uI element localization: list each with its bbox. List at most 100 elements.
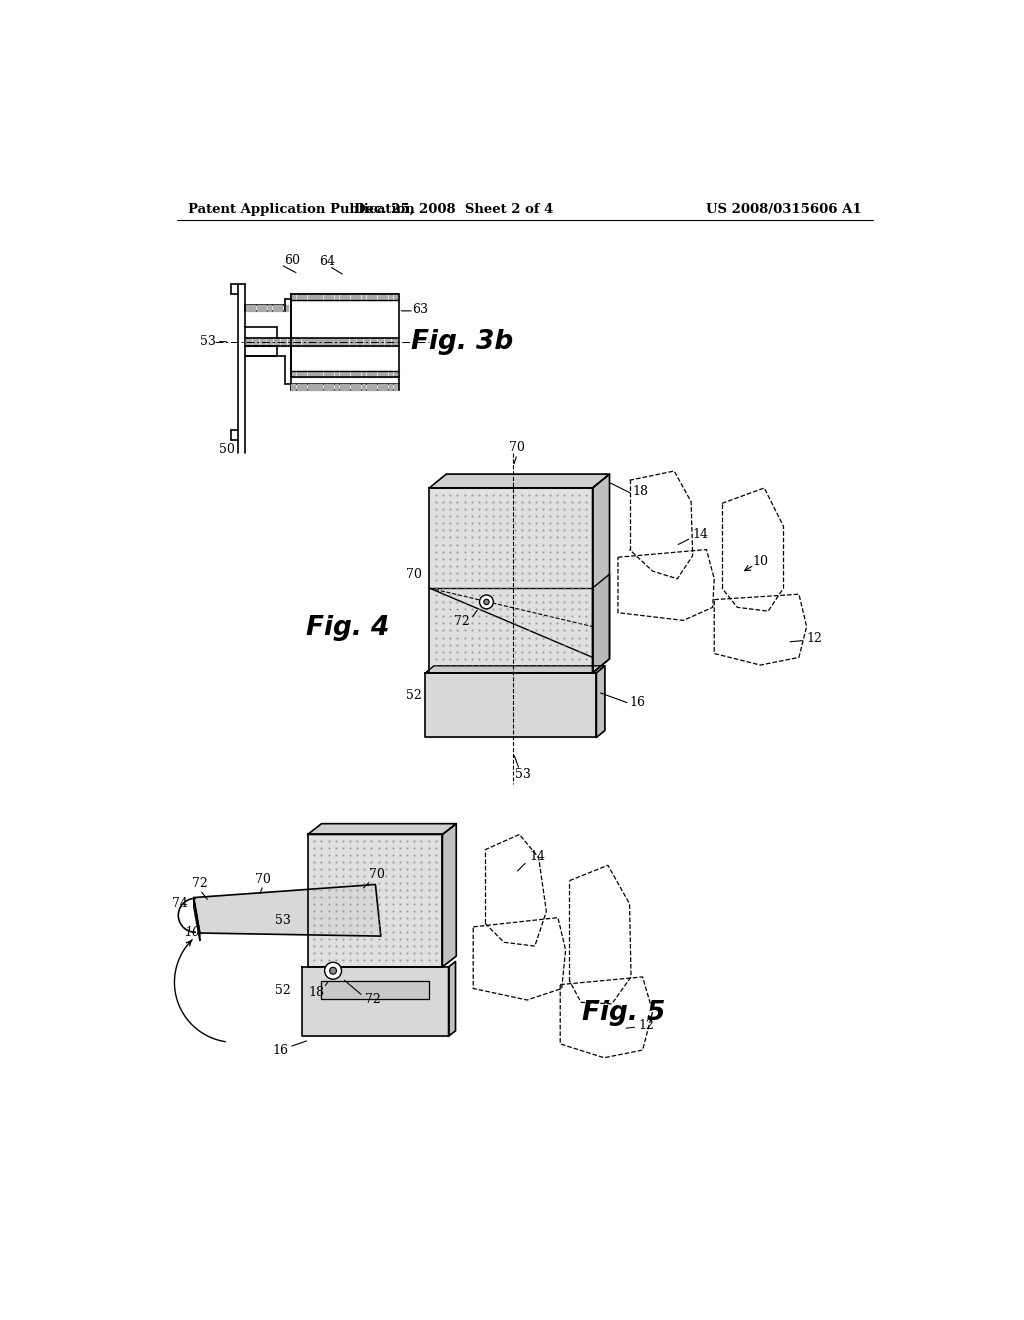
Text: 72: 72 [191, 878, 208, 890]
Text: 18: 18 [308, 986, 325, 999]
Polygon shape [351, 384, 354, 391]
Polygon shape [378, 384, 382, 391]
Text: 70: 70 [406, 568, 422, 581]
Text: 70: 70 [369, 869, 385, 880]
Polygon shape [318, 384, 323, 391]
Polygon shape [330, 294, 333, 300]
Polygon shape [321, 981, 429, 999]
Polygon shape [351, 371, 354, 378]
Text: 64: 64 [318, 255, 335, 268]
Polygon shape [373, 294, 376, 300]
Text: 72: 72 [366, 993, 381, 1006]
Polygon shape [345, 294, 349, 300]
Polygon shape [383, 371, 387, 378]
Text: 53: 53 [275, 915, 291, 927]
Polygon shape [260, 338, 265, 346]
Polygon shape [307, 384, 311, 391]
Polygon shape [340, 294, 344, 300]
Polygon shape [253, 338, 258, 346]
Text: 14: 14 [692, 528, 709, 541]
Text: 16: 16 [629, 696, 645, 709]
Polygon shape [307, 824, 457, 834]
Polygon shape [425, 665, 605, 673]
Polygon shape [301, 966, 449, 1036]
Text: 70: 70 [255, 873, 271, 886]
Polygon shape [262, 305, 266, 312]
Text: 14: 14 [529, 850, 545, 862]
Polygon shape [307, 834, 442, 966]
Polygon shape [284, 305, 288, 312]
Text: Patent Application Publication: Patent Application Publication [188, 203, 415, 215]
Polygon shape [340, 371, 344, 378]
Polygon shape [429, 488, 593, 673]
Polygon shape [302, 294, 306, 300]
Text: 72: 72 [454, 615, 470, 628]
Circle shape [479, 595, 494, 609]
Polygon shape [388, 384, 392, 391]
Polygon shape [394, 384, 397, 391]
Text: US 2008/0315606 A1: US 2008/0315606 A1 [707, 203, 862, 215]
Polygon shape [385, 338, 390, 346]
Polygon shape [246, 305, 250, 312]
Polygon shape [297, 384, 301, 391]
Text: Fig. 5: Fig. 5 [582, 1001, 665, 1026]
Text: 16: 16 [272, 1044, 288, 1056]
Polygon shape [367, 371, 371, 378]
Text: 70: 70 [509, 441, 525, 454]
Polygon shape [364, 338, 370, 346]
Polygon shape [336, 338, 342, 346]
Polygon shape [350, 338, 355, 346]
Polygon shape [292, 371, 295, 378]
Polygon shape [318, 371, 323, 378]
Polygon shape [330, 371, 333, 378]
Polygon shape [315, 338, 321, 346]
Polygon shape [267, 338, 272, 346]
Text: 12: 12 [806, 631, 822, 644]
Polygon shape [302, 384, 306, 391]
Polygon shape [246, 338, 252, 346]
Polygon shape [596, 665, 605, 738]
Polygon shape [291, 294, 398, 378]
Polygon shape [273, 338, 280, 346]
Polygon shape [383, 384, 387, 391]
Polygon shape [313, 371, 316, 378]
Polygon shape [345, 384, 349, 391]
Text: 74: 74 [172, 898, 187, 911]
Polygon shape [429, 474, 609, 488]
Polygon shape [318, 294, 323, 300]
Polygon shape [361, 371, 366, 378]
Polygon shape [388, 371, 392, 378]
Polygon shape [351, 294, 354, 300]
Polygon shape [383, 294, 387, 300]
Polygon shape [361, 294, 366, 300]
Text: 12: 12 [639, 1019, 654, 1032]
Polygon shape [330, 384, 333, 391]
Polygon shape [361, 384, 366, 391]
Polygon shape [330, 338, 335, 346]
Text: 18: 18 [632, 486, 648, 499]
Polygon shape [367, 294, 371, 300]
Text: 10: 10 [753, 554, 768, 568]
Polygon shape [391, 338, 397, 346]
Polygon shape [279, 305, 283, 312]
Polygon shape [324, 384, 328, 391]
Polygon shape [394, 294, 397, 300]
Circle shape [483, 599, 489, 605]
Polygon shape [297, 371, 301, 378]
Text: 60: 60 [285, 253, 300, 267]
Polygon shape [281, 338, 286, 346]
Polygon shape [367, 384, 371, 391]
Polygon shape [356, 294, 360, 300]
Text: Fig. 3b: Fig. 3b [411, 329, 513, 355]
Polygon shape [593, 474, 609, 673]
Polygon shape [292, 294, 295, 300]
Polygon shape [373, 371, 376, 378]
Polygon shape [307, 294, 311, 300]
Polygon shape [313, 384, 316, 391]
Polygon shape [292, 384, 295, 391]
Polygon shape [371, 338, 376, 346]
Polygon shape [356, 384, 360, 391]
Polygon shape [343, 338, 348, 346]
Polygon shape [302, 371, 306, 378]
Polygon shape [373, 384, 376, 391]
